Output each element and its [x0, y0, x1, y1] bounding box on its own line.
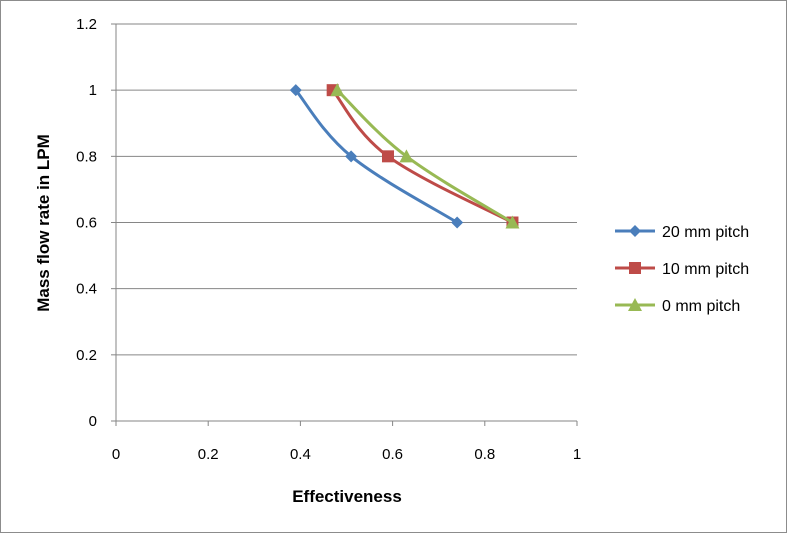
legend-marker-0 [629, 225, 641, 237]
data-point-2-2 [505, 215, 520, 229]
x-axis-tick-labels: 0 0.2 0.4 0.6 0.8 1 [112, 421, 581, 463]
y-tick-label: 1 [89, 82, 97, 99]
series-layer [289, 83, 520, 229]
y-tick-label: 1.2 [76, 16, 97, 33]
data-point-1-1 [381, 150, 394, 163]
data-point-0-0 [289, 84, 302, 97]
x-tick-label: 0.2 [198, 446, 219, 463]
legend-label-0: 20 mm pitch [662, 224, 749, 241]
legend-item-2: 0 mm pitch [615, 298, 740, 315]
series-0 [289, 84, 464, 229]
legend-item-0: 20 mm pitch [615, 224, 749, 241]
y-tick-label: 0.6 [76, 215, 97, 232]
x-tick-label: 0.8 [474, 446, 495, 463]
y-tick-label: 0.2 [76, 347, 97, 364]
gridlines [116, 23, 577, 356]
legend-marker-1 [629, 262, 641, 274]
legend: 20 mm pitch 10 mm pitch 0 mm pitch [615, 224, 749, 315]
y-tick-label: 0.8 [76, 148, 97, 165]
legend-marker-2 [628, 298, 642, 311]
y-axis-title: Mass flow rate in LPM [34, 134, 53, 312]
legend-label-1: 10 mm pitch [662, 261, 749, 278]
data-point-0-2 [451, 216, 464, 229]
legend-item-1: 10 mm pitch [615, 261, 749, 278]
legend-label-2: 0 mm pitch [662, 298, 740, 315]
data-point-0-1 [345, 150, 358, 163]
x-tick-label: 0.4 [290, 446, 311, 463]
x-tick-label: 1 [573, 446, 581, 463]
data-point-2-1 [399, 149, 414, 163]
y-tick-label: 0 [89, 413, 97, 430]
x-axis-title: Effectiveness [292, 487, 402, 506]
x-tick-label: 0 [112, 446, 120, 463]
y-axis-tick-labels: 0 0.2 0.4 0.6 0.8 1 1.2 [76, 16, 116, 430]
x-tick-label: 0.6 [382, 446, 403, 463]
y-tick-label: 0.4 [76, 281, 97, 298]
data-point-2-0 [330, 83, 345, 97]
series-2 [330, 83, 520, 229]
